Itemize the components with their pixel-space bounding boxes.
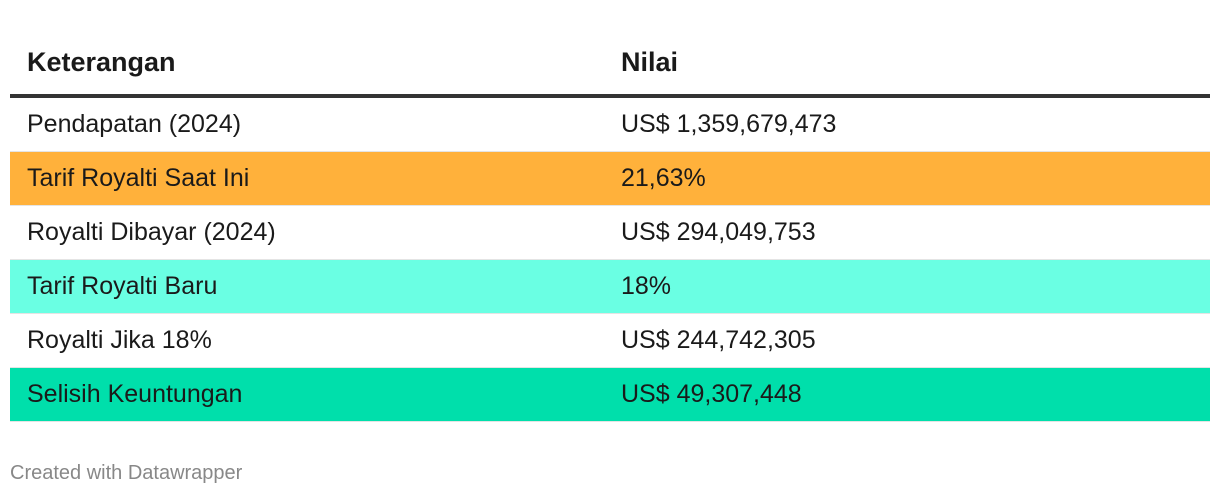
table-row: Selisih Keuntungan US$ 49,307,448 [10, 368, 1210, 422]
row-label: Pendapatan (2024) [27, 110, 242, 138]
table-row: Tarif Royalti Saat Ini 21,63% [10, 152, 1210, 206]
column-header-nilai: Nilai [621, 46, 679, 77]
table-row: Royalti Dibayar (2024) US$ 294,049,753 [10, 206, 1210, 260]
column-header-keterangan: Keterangan [27, 46, 176, 77]
table-header-row: Keterangan Nilai [10, 30, 1210, 98]
row-value: US$ 294,049,753 [621, 218, 816, 246]
table-row: Royalti Jika 18% US$ 244,742,305 [10, 314, 1210, 368]
datawrapper-credit: Created with Datawrapper [10, 462, 243, 484]
row-value: US$ 244,742,305 [621, 326, 816, 354]
table-row: Tarif Royalti Baru 18% [10, 260, 1210, 314]
row-value: 21,63% [621, 164, 706, 192]
row-value: 18% [621, 272, 672, 300]
data-table: Keterangan Nilai Pendapatan (2024) US$ 1… [10, 30, 1210, 422]
row-value: US$ 1,359,679,473 [621, 110, 837, 138]
row-label: Tarif Royalti Saat Ini [27, 164, 250, 192]
row-label: Royalti Dibayar (2024) [27, 218, 276, 246]
row-label: Tarif Royalti Baru [27, 272, 218, 300]
row-label: Selisih Keuntungan [27, 380, 243, 408]
table-row: Pendapatan (2024) US$ 1,359,679,473 [10, 98, 1210, 152]
row-label: Royalti Jika 18% [27, 326, 212, 354]
row-value: US$ 49,307,448 [621, 380, 802, 408]
